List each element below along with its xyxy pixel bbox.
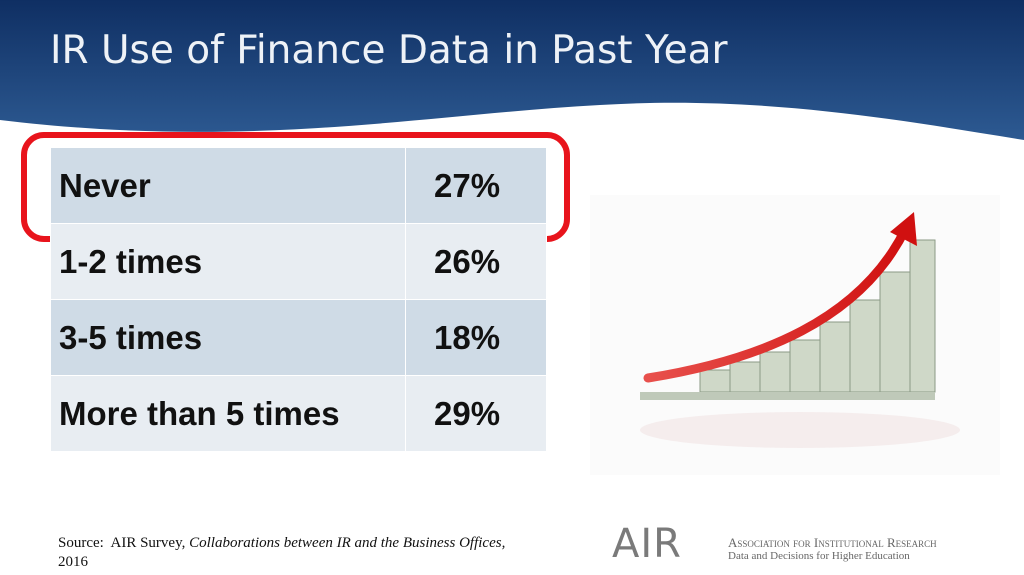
source-year: 2016 [58, 554, 88, 570]
table-row: 1-2 times 26% [50, 223, 547, 300]
percent-cell: 26% [405, 223, 547, 300]
percent-cell: 18% [405, 299, 547, 376]
frequency-label: More than 5 times [50, 375, 406, 452]
table-row: More than 5 times 29% [50, 375, 547, 452]
slide-title: IR Use of Finance Data in Past Year [50, 28, 728, 73]
data-table: Never 27% 1-2 times 26% 3-5 times 18% More tha… [50, 147, 547, 452]
table-row: 3-5 times 18% [50, 299, 547, 376]
money-stairs-illustration [590, 195, 1000, 475]
source-prefix: Source: AIR Survey, [58, 535, 190, 551]
logo-name: Association for Institutional Research [728, 535, 937, 550]
source-note: Source: AIR Survey, Collaborations betwe… [58, 534, 618, 572]
frequency-label: Never [50, 147, 406, 224]
frequency-label: 3-5 times [50, 299, 406, 376]
header-band [0, 0, 1024, 140]
logo-tagline: Data and Decisions for Higher Education [728, 550, 910, 562]
percent-cell: 29% [405, 375, 547, 452]
logo-mark: AIR [612, 521, 682, 567]
percent-cell: 27% [405, 147, 547, 224]
table-row: Never 27% [50, 147, 547, 224]
frequency-label: 1-2 times [50, 223, 406, 300]
source-title: Collaborations between IR and the Busine… [189, 535, 506, 551]
